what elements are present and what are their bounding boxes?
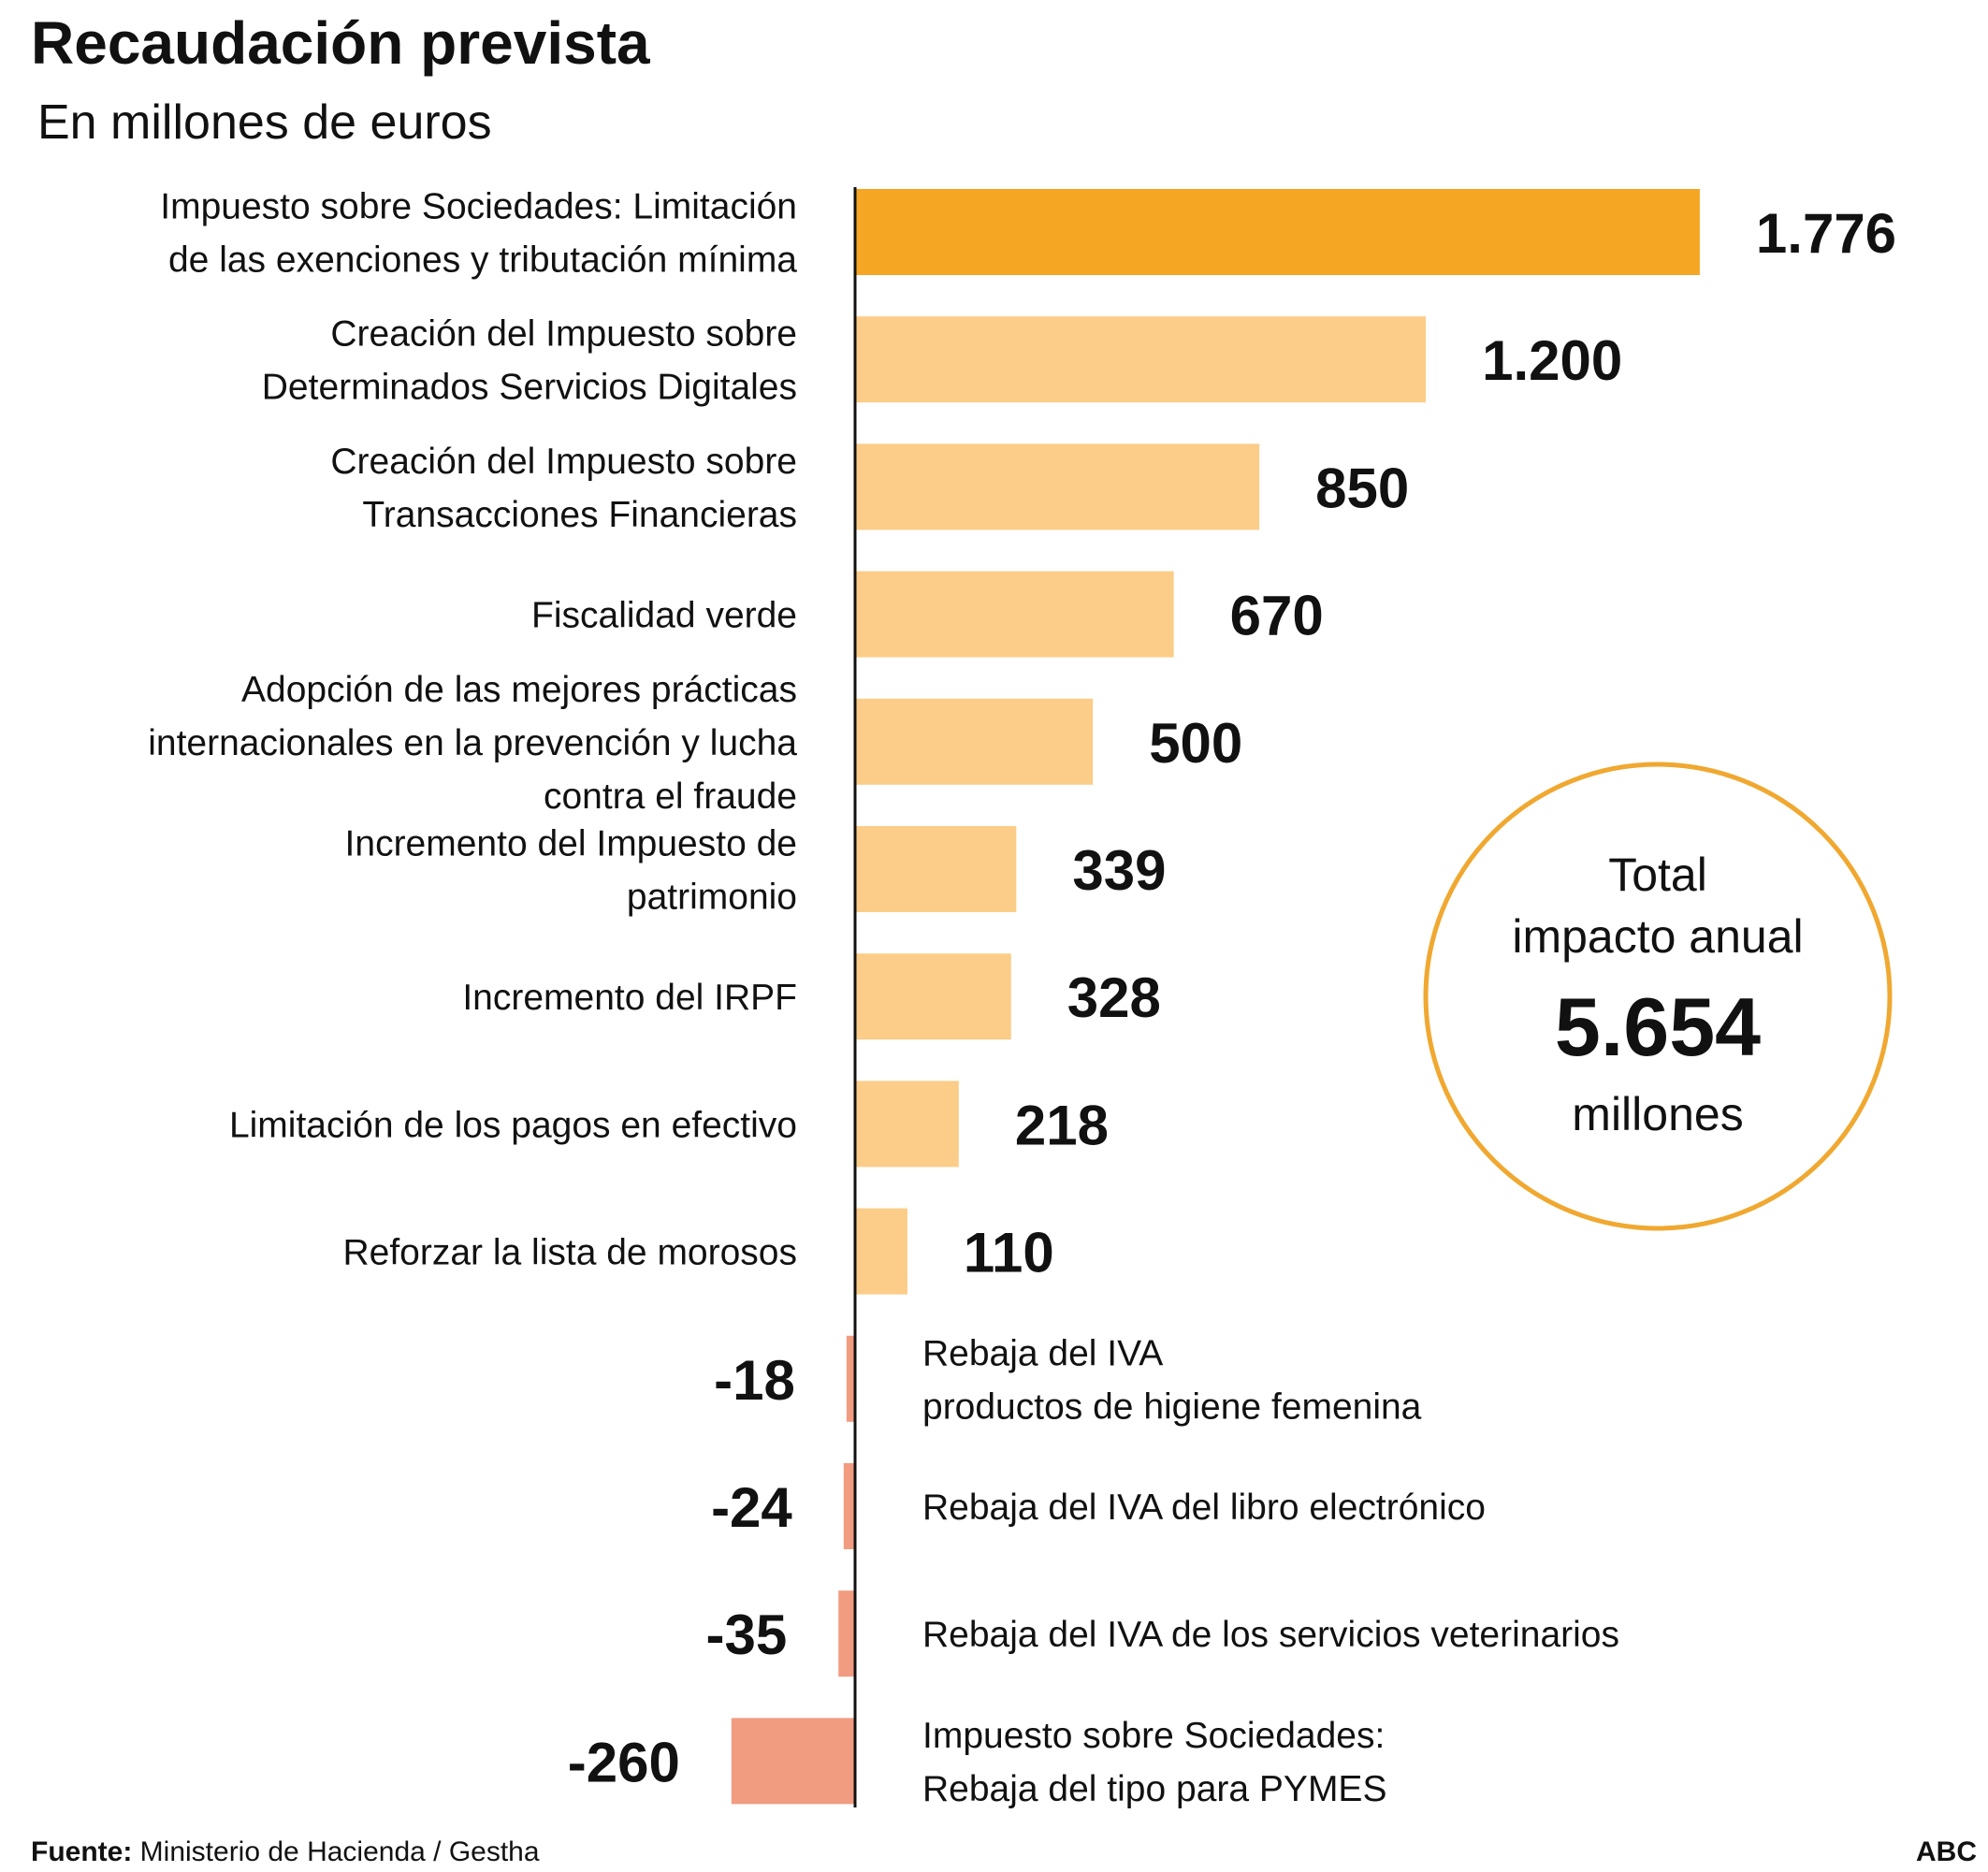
source-label: Fuente:: [31, 1836, 132, 1867]
total-ring: [1423, 762, 1893, 1231]
category-label-11-line-0: Rebaja del IVA de los servicios veterina…: [922, 1615, 1619, 1655]
bar-9: [846, 1335, 855, 1422]
category-label-12: Impuesto sobre Sociedades: Rebaja del tip…: [922, 1716, 1386, 1809]
bar-11: [838, 1590, 855, 1677]
category-label-0-line-1: de las exenciones y tributación mínima: [168, 240, 797, 281]
category-label-7-line-0: Limitación de los pagos en efectivo: [229, 1105, 797, 1145]
value-label-6: 328: [1067, 966, 1161, 1029]
total-circle: Total impacto anual 5.654 millones: [1423, 762, 1893, 1231]
bar-2: [855, 443, 1260, 530]
category-label-0-line-0: Impuesto sobre Sociedades: Limitación: [160, 187, 797, 227]
bars-layer: [731, 189, 1700, 1805]
category-label-9-line-0: Rebaja del IVA: [922, 1333, 1163, 1373]
bar-4: [855, 698, 1094, 785]
category-label-6-line-0: Incremento del IRPF: [462, 978, 797, 1018]
total-value: 5.654: [1555, 980, 1761, 1073]
category-label-3-line-0: Fiscalidad verde: [531, 596, 797, 636]
category-label-1-line-1: Determinados Servicios Digitales: [262, 368, 797, 408]
value-label-9: -18: [714, 1349, 795, 1412]
bar-7: [855, 1081, 959, 1168]
category-label-4-line-1: internacionales en la prevención y lucha: [148, 723, 797, 763]
value-label-2: 850: [1315, 457, 1409, 519]
value-label-0: 1.776: [1756, 202, 1896, 265]
source-text: Ministerio de Hacienda / Gestha: [132, 1836, 540, 1867]
total-line2: impacto anual: [1512, 910, 1803, 963]
category-label-5: Incremento del Impuesto de patrimonio: [345, 824, 797, 918]
category-label-0: Impuesto sobre Sociedades: Limitación de …: [160, 187, 797, 281]
brand-logo: ABC: [1916, 1836, 1977, 1867]
category-label-8-line-0: Reforzar la lista de morosos: [342, 1233, 797, 1273]
chart-title: Recaudación prevista: [31, 9, 650, 77]
category-label-7: Limitación de los pagos en efectivo: [229, 1105, 797, 1145]
bar-8: [855, 1208, 907, 1295]
bar-10: [843, 1463, 855, 1549]
category-label-9: Rebaja del IVA productos de higiene femen…: [922, 1333, 1422, 1427]
category-label-3: Fiscalidad verde: [531, 596, 797, 636]
category-label-4: Adopción de las mejores prácticas interna…: [148, 670, 797, 817]
chart-subtitle: En millones de euros: [37, 95, 492, 150]
source-note: Fuente: Ministerio de Hacienda / Gestha: [31, 1836, 540, 1867]
value-label-3: 670: [1230, 585, 1324, 647]
category-label-2: Creación del Impuesto sobre Transacciones…: [330, 442, 797, 535]
labels-layer: 1.776 Impuesto sobre Sociedades: Limitaci…: [148, 187, 1896, 1809]
value-label-12: -260: [568, 1731, 680, 1793]
bar-1: [855, 316, 1427, 403]
bar-6: [855, 953, 1011, 1040]
category-label-4-line-0: Adopción de las mejores prácticas: [241, 670, 797, 710]
category-label-11: Rebaja del IVA de los servicios veterina…: [922, 1615, 1619, 1655]
bar-12: [731, 1718, 855, 1805]
value-label-8: 110: [964, 1222, 1054, 1284]
value-label-4: 500: [1149, 712, 1242, 775]
category-label-12-line-0: Impuesto sobre Sociedades:: [922, 1716, 1385, 1756]
value-label-11: -35: [705, 1604, 787, 1666]
category-label-1: Creación del Impuesto sobre Determinados …: [262, 314, 797, 408]
value-label-7: 218: [1015, 1094, 1109, 1156]
bar-0: [855, 189, 1700, 275]
value-label-1: 1.200: [1482, 329, 1622, 392]
category-label-10: Rebaja del IVA del libro electrónico: [922, 1487, 1486, 1528]
category-label-5-line-0: Incremento del Impuesto de: [345, 824, 797, 864]
category-label-6: Incremento del IRPF: [462, 978, 797, 1018]
category-label-12-line-1: Rebaja del tipo para PYMES: [922, 1769, 1386, 1809]
value-label-5: 339: [1072, 839, 1166, 902]
bar-3: [855, 571, 1174, 658]
bar-5: [855, 826, 1017, 912]
total-line1: Total: [1608, 849, 1707, 901]
category-label-9-line-1: productos de higiene femenina: [922, 1386, 1422, 1427]
category-label-5-line-1: patrimonio: [627, 878, 797, 918]
category-label-10-line-0: Rebaja del IVA del libro electrónico: [922, 1487, 1486, 1528]
category-label-8: Reforzar la lista de morosos: [342, 1233, 797, 1273]
category-label-2-line-0: Creación del Impuesto sobre: [330, 442, 797, 482]
value-label-10: -24: [711, 1476, 792, 1539]
total-unit: millones: [1572, 1088, 1743, 1140]
category-label-1-line-0: Creación del Impuesto sobre: [330, 314, 797, 355]
category-label-4-line-2: contra el fraude: [544, 776, 797, 817]
category-label-2-line-1: Transacciones Financieras: [362, 495, 797, 535]
